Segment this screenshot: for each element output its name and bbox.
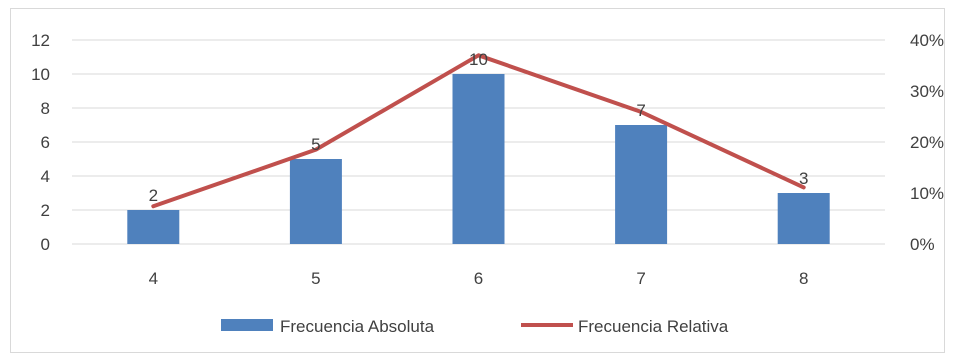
bar-data-label: 10	[469, 50, 488, 69]
x-axis: 4 5 6 7 8	[149, 269, 809, 288]
data-labels: 2 5 10 7 3	[149, 50, 809, 205]
y-right-tick-label: 20%	[910, 133, 944, 152]
y-left-tick-label: 8	[41, 99, 50, 118]
y-left-tick-label: 4	[41, 167, 50, 186]
line-series	[151, 53, 806, 209]
bar	[127, 210, 180, 244]
x-tick-label: 4	[149, 269, 158, 288]
y-right-tick-label: 0%	[910, 235, 935, 254]
line-path	[151, 53, 806, 209]
bar	[289, 159, 342, 244]
x-tick-label: 8	[799, 269, 808, 288]
y-left-tick-label: 2	[41, 201, 50, 220]
x-tick-label: 6	[474, 269, 483, 288]
bar-data-label: 5	[311, 135, 320, 154]
legend: Frecuencia Absoluta Frecuencia Relativa	[221, 317, 729, 336]
left-axis: 0 2 4 6 8 10 12	[31, 31, 50, 254]
y-left-tick-label: 10	[31, 65, 50, 84]
y-left-tick-label: 6	[41, 133, 50, 152]
y-left-tick-label: 12	[31, 31, 50, 50]
bar	[777, 193, 830, 244]
legend-swatch-bar	[221, 319, 273, 331]
bar-data-label: 7	[636, 101, 645, 120]
bar-series	[127, 74, 830, 244]
legend-label-relativa: Frecuencia Relativa	[578, 317, 729, 336]
bar-data-label: 2	[149, 186, 158, 205]
bar	[452, 74, 505, 244]
y-right-tick-label: 30%	[910, 82, 944, 101]
legend-label-absoluta: Frecuencia Absoluta	[280, 317, 435, 336]
bar	[615, 125, 668, 244]
bar-data-label: 3	[799, 169, 808, 188]
x-tick-label: 5	[311, 269, 320, 288]
y-right-tick-label: 10%	[910, 184, 944, 203]
y-left-tick-label: 0	[41, 235, 50, 254]
x-tick-label: 7	[636, 269, 645, 288]
right-axis: 0% 10% 20% 30% 40%	[910, 31, 944, 254]
y-right-tick-label: 40%	[910, 31, 944, 50]
